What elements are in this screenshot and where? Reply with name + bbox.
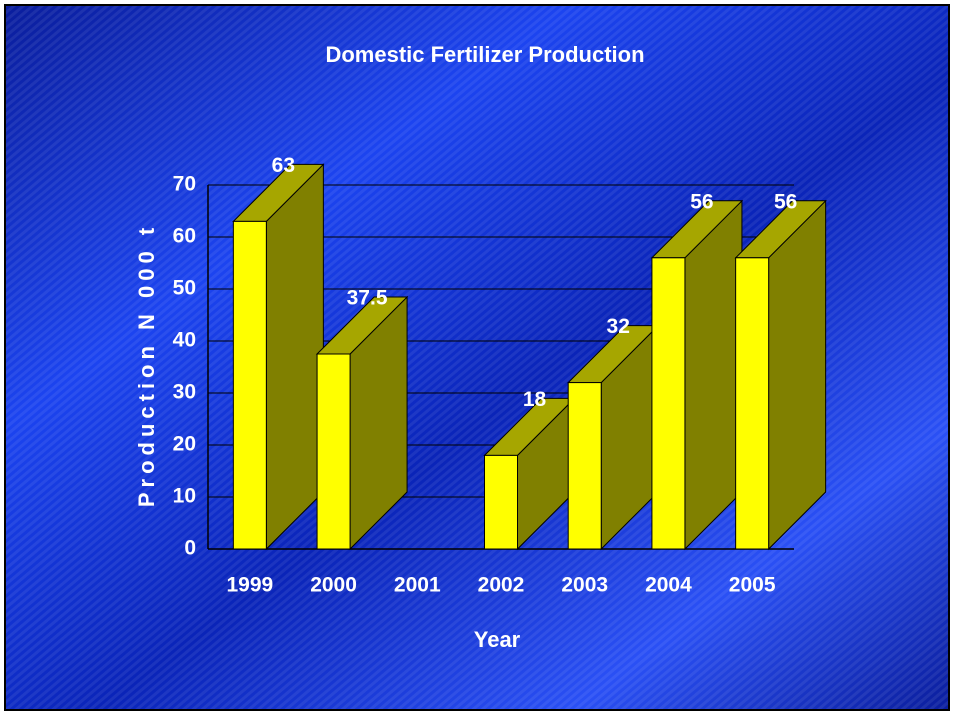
bar bbox=[232, 220, 267, 550]
x-tick-label: 2003 bbox=[561, 574, 608, 597]
y-tick-label: 70 bbox=[173, 173, 196, 196]
x-tick-label: 2004 bbox=[645, 574, 692, 597]
x-tick-label: 2000 bbox=[310, 574, 357, 597]
bar-side bbox=[684, 199, 743, 551]
y-tick-label: 30 bbox=[173, 381, 196, 404]
data-label: 56 bbox=[774, 190, 797, 213]
data-label: 32 bbox=[607, 315, 630, 338]
y-tick-label: 10 bbox=[173, 485, 196, 508]
y-tick-label: 0 bbox=[184, 537, 196, 560]
bar bbox=[651, 257, 686, 550]
bar bbox=[484, 454, 518, 550]
data-label: 37.5 bbox=[347, 287, 388, 310]
data-label: 56 bbox=[690, 190, 713, 213]
y-tick-label: 60 bbox=[173, 225, 196, 248]
data-label: 63 bbox=[272, 154, 295, 177]
y-tick-label: 40 bbox=[173, 329, 196, 352]
x-axis-title: Year bbox=[474, 627, 521, 652]
y-tick-label: 20 bbox=[173, 433, 196, 456]
y-tick-label: 50 bbox=[173, 277, 196, 300]
x-tick-label: 2005 bbox=[729, 574, 776, 597]
bar bbox=[567, 382, 602, 550]
y-axis-title: Production N 000 t bbox=[134, 223, 159, 507]
bar bbox=[316, 353, 351, 550]
x-tick-label: 2001 bbox=[394, 574, 441, 597]
x-tick-label: 2002 bbox=[478, 574, 525, 597]
chart-title: Domestic Fertilizer Production bbox=[325, 42, 644, 67]
x-tick-label: 1999 bbox=[226, 574, 273, 597]
bar bbox=[735, 257, 770, 550]
data-label: 18 bbox=[523, 388, 547, 411]
bar-side bbox=[265, 163, 324, 551]
bar-side bbox=[768, 199, 827, 551]
